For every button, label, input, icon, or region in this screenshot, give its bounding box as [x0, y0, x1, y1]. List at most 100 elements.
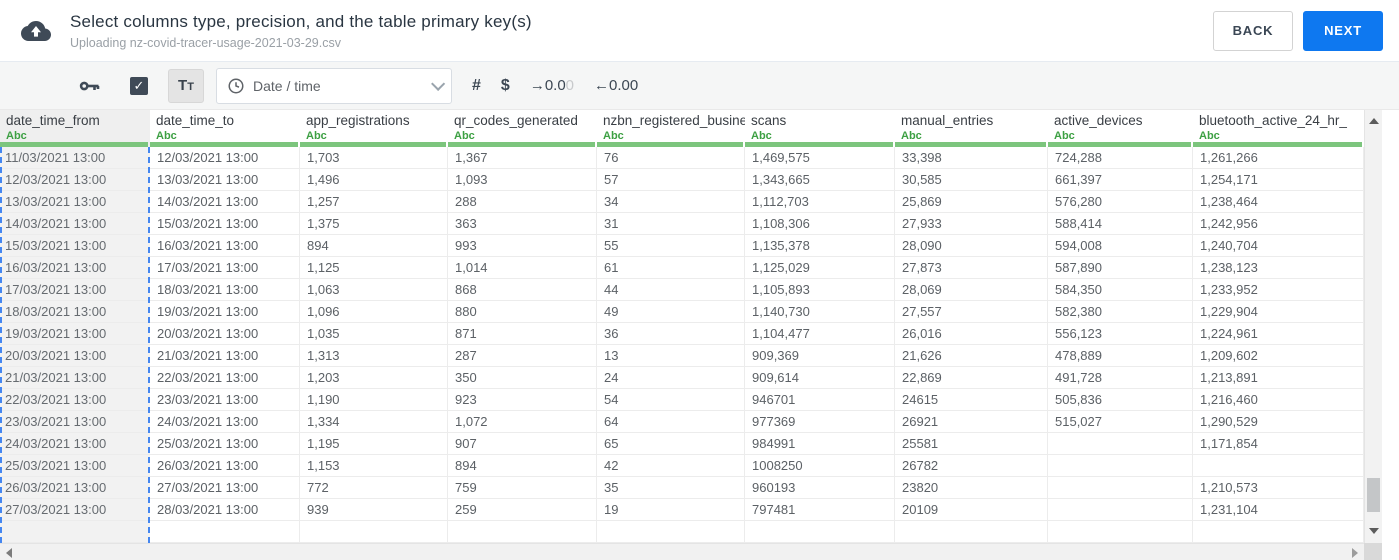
table-cell[interactable]: 26921 — [895, 411, 1048, 433]
next-button[interactable]: NEXT — [1303, 10, 1383, 51]
table-cell[interactable]: 1,125,029 — [745, 257, 895, 279]
table-cell[interactable]: 24615 — [895, 389, 1048, 411]
table-cell[interactable]: 661,397 — [1048, 169, 1193, 191]
table-cell[interactable]: 1,469,575 — [745, 147, 895, 169]
table-cell[interactable]: 1,254,171 — [1193, 169, 1364, 191]
table-cell[interactable]: 27/03/2021 13:00 — [150, 477, 300, 499]
table-cell[interactable]: 24 — [597, 367, 745, 389]
table-cell[interactable]: 28,069 — [895, 279, 1048, 301]
table-cell[interactable]: 34 — [597, 191, 745, 213]
table-cell[interactable]: 1,072 — [448, 411, 597, 433]
table-cell[interactable]: 65 — [597, 433, 745, 455]
table-cell[interactable]: 57 — [597, 169, 745, 191]
table-cell[interactable]: 1,290,529 — [1193, 411, 1364, 433]
table-cell[interactable]: 17/03/2021 13:00 — [150, 257, 300, 279]
table-cell[interactable]: 1,375 — [300, 213, 448, 235]
column-header-qr_codes_generated[interactable]: qr_codes_generated Abc — [448, 110, 597, 147]
table-cell[interactable]: 35 — [597, 477, 745, 499]
table-cell[interactable] — [1048, 499, 1193, 521]
table-cell[interactable]: 1,195 — [300, 433, 448, 455]
table-cell[interactable]: 1,224,961 — [1193, 323, 1364, 345]
number-type-button[interactable]: # — [472, 76, 481, 94]
column-header-date_time_from[interactable]: date_time_from Abc — [0, 110, 150, 147]
table-cell[interactable]: 1,112,703 — [745, 191, 895, 213]
table-cell[interactable]: 1,261,266 — [1193, 147, 1364, 169]
table-cell[interactable]: 19 — [597, 499, 745, 521]
horizontal-scrollbar[interactable] — [0, 543, 1364, 560]
table-cell[interactable]: 1,104,477 — [745, 323, 895, 345]
table-cell[interactable]: 18/03/2021 13:00 — [150, 279, 300, 301]
table-cell[interactable]: 27/03/2021 13:00 — [0, 499, 150, 521]
table-cell[interactable]: 1,240,704 — [1193, 235, 1364, 257]
scroll-left-arrow-icon[interactable] — [6, 548, 12, 558]
table-cell[interactable]: 1,105,893 — [745, 279, 895, 301]
table-cell[interactable]: 20/03/2021 13:00 — [0, 345, 150, 367]
table-cell[interactable]: 759 — [448, 477, 597, 499]
table-cell[interactable]: 26/03/2021 13:00 — [0, 477, 150, 499]
table-cell[interactable]: 1,014 — [448, 257, 597, 279]
table-cell[interactable] — [1048, 455, 1193, 477]
table-cell[interactable]: 584,350 — [1048, 279, 1193, 301]
table-cell[interactable]: 33,398 — [895, 147, 1048, 169]
table-cell[interactable]: 1,209,602 — [1193, 345, 1364, 367]
table-cell[interactable]: 31 — [597, 213, 745, 235]
table-cell[interactable]: 1,313 — [300, 345, 448, 367]
table-cell[interactable]: 1,125 — [300, 257, 448, 279]
increase-precision-button[interactable]: →0.00 — [530, 77, 574, 94]
table-cell[interactable]: 259 — [448, 499, 597, 521]
table-cell[interactable]: 55 — [597, 235, 745, 257]
table-cell[interactable]: 27,557 — [895, 301, 1048, 323]
table-cell[interactable]: 26/03/2021 13:00 — [150, 455, 300, 477]
table-cell[interactable] — [448, 521, 597, 543]
table-cell[interactable]: 907 — [448, 433, 597, 455]
table-cell[interactable]: 1,153 — [300, 455, 448, 477]
table-cell[interactable]: 1,063 — [300, 279, 448, 301]
table-cell[interactable]: 894 — [448, 455, 597, 477]
table-cell[interactable]: 26,016 — [895, 323, 1048, 345]
table-cell[interactable]: 1,257 — [300, 191, 448, 213]
table-cell[interactable] — [597, 521, 745, 543]
table-cell[interactable]: 1,343,665 — [745, 169, 895, 191]
table-cell[interactable]: 61 — [597, 257, 745, 279]
column-header-scans[interactable]: scans Abc — [745, 110, 895, 147]
table-cell[interactable]: 49 — [597, 301, 745, 323]
table-cell[interactable]: 23820 — [895, 477, 1048, 499]
table-cell[interactable]: 18/03/2021 13:00 — [0, 301, 150, 323]
table-cell[interactable]: 478,889 — [1048, 345, 1193, 367]
table-cell[interactable]: 11/03/2021 13:00 — [0, 147, 150, 169]
table-cell[interactable]: 582,380 — [1048, 301, 1193, 323]
table-cell[interactable]: 909,614 — [745, 367, 895, 389]
table-cell[interactable] — [150, 521, 300, 543]
table-cell[interactable]: 13/03/2021 13:00 — [0, 191, 150, 213]
table-cell[interactable]: 868 — [448, 279, 597, 301]
vertical-scrollbar-thumb[interactable] — [1367, 478, 1380, 512]
column-type-dropdown[interactable]: Date / time — [216, 67, 452, 104]
table-cell[interactable]: 287 — [448, 345, 597, 367]
table-cell[interactable]: 1008250 — [745, 455, 895, 477]
table-cell[interactable]: 977369 — [745, 411, 895, 433]
table-cell[interactable] — [1048, 477, 1193, 499]
table-cell[interactable]: 24/03/2021 13:00 — [0, 433, 150, 455]
table-cell[interactable]: 23/03/2021 13:00 — [0, 411, 150, 433]
table-cell[interactable]: 587,890 — [1048, 257, 1193, 279]
table-cell[interactable]: 21,626 — [895, 345, 1048, 367]
table-cell[interactable]: 1,135,378 — [745, 235, 895, 257]
table-cell[interactable]: 491,728 — [1048, 367, 1193, 389]
currency-type-button[interactable]: $ — [500, 76, 510, 94]
table-cell[interactable]: 1,035 — [300, 323, 448, 345]
table-cell[interactable]: 288 — [448, 191, 597, 213]
table-cell[interactable] — [1048, 433, 1193, 455]
table-cell[interactable]: 797481 — [745, 499, 895, 521]
table-cell[interactable]: 21/03/2021 13:00 — [150, 345, 300, 367]
table-cell[interactable]: 20109 — [895, 499, 1048, 521]
back-button[interactable]: BACK — [1213, 10, 1293, 51]
table-cell[interactable]: 26782 — [895, 455, 1048, 477]
table-cell[interactable]: 772 — [300, 477, 448, 499]
table-cell[interactable]: 588,414 — [1048, 213, 1193, 235]
table-cell[interactable]: 1,231,104 — [1193, 499, 1364, 521]
column-header-manual_entries[interactable]: manual_entries Abc — [895, 110, 1048, 147]
table-cell[interactable]: 1,190 — [300, 389, 448, 411]
table-cell[interactable]: 1,334 — [300, 411, 448, 433]
table-cell[interactable]: 909,369 — [745, 345, 895, 367]
table-cell[interactable]: 21/03/2021 13:00 — [0, 367, 150, 389]
